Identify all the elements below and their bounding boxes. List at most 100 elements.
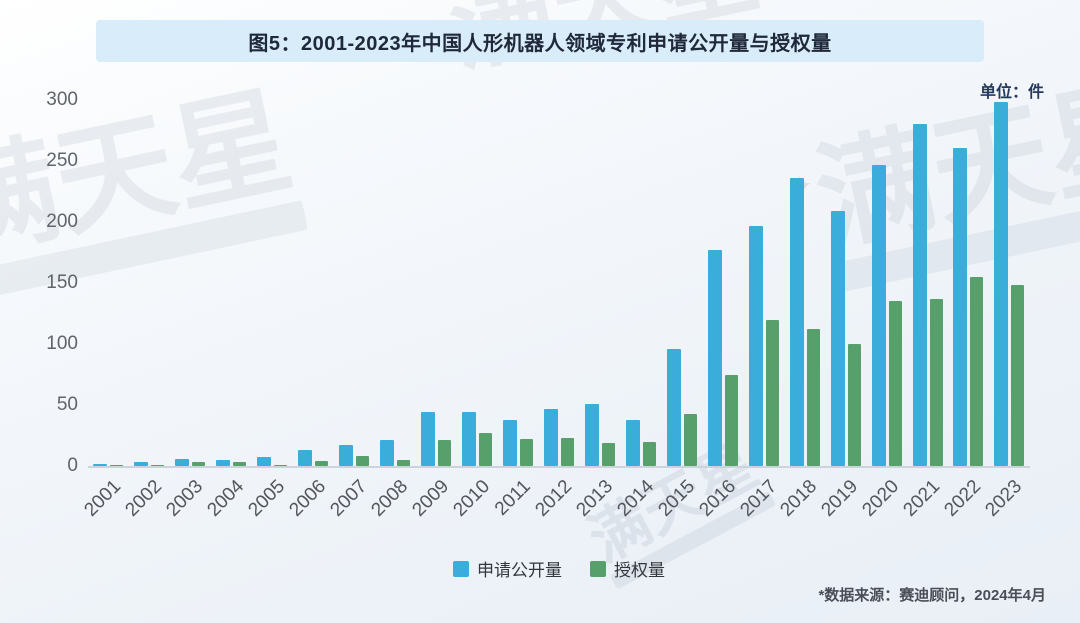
x-tick-label-2022: 2022 [940,476,986,521]
x-tick-label-2004: 2004 [203,476,249,521]
x-tick-label-2010: 2010 [449,476,494,521]
bar-applications-2002 [134,462,149,466]
bar-applications-2015 [666,348,681,466]
year-group-2018: 2018 [777,100,825,521]
bar-grants-2019 [847,344,861,466]
year-group-2019: 2019 [818,100,866,521]
chart-header: 图5：2001-2023年中国人形机器人领域专利申请公开量与授权量 [96,20,984,62]
x-tick-label-2003: 2003 [162,476,208,521]
source-note: *数据来源：赛迪顾问，2024年4月 [818,587,1046,604]
bar-grants-2002 [151,464,165,466]
bar-grants-2014 [642,441,656,466]
x-tick-label-2023: 2023 [981,476,1027,521]
bar-grants-2018 [806,329,820,466]
bar-grants-2017 [765,319,779,466]
bar-applications-2021 [912,124,927,466]
bar-applications-2007 [339,445,354,466]
bar-grants-2007 [356,456,370,466]
bar-applications-2004 [216,459,231,466]
legend-item-applications: 申请公开量 [453,556,562,581]
bar-grants-2010 [479,433,493,466]
year-group-2012: 2012 [531,100,579,521]
y-tick-label-250: 250 [46,150,78,171]
year-group-2014: 2014 [613,100,661,521]
bar-grants-2022 [970,276,984,466]
legend-label-applications: 申请公开量 [477,561,562,580]
year-group-2008: 2008 [367,100,416,521]
year-group-2003: 2003 [163,100,211,521]
y-tick-label-50: 50 [56,394,78,415]
bar-grants-2021 [929,298,943,466]
bar-applications-2017 [748,225,763,466]
legend: 申请公开量 授权量 [88,556,1030,581]
x-tick-label-2011: 2011 [491,476,535,520]
x-tick-label-2019: 2019 [817,476,863,521]
year-group-2011: 2011 [491,100,539,520]
year-group-2009: 2009 [408,100,457,521]
year-group-2017: 2017 [736,100,784,521]
y-axis: 0 50 100 150 200 250 300 [26,89,78,476]
bar-grants-2012 [560,437,574,466]
bar-applications-2019 [830,211,845,466]
legend-swatch-grants [590,560,606,577]
legend-swatch-applications [453,560,469,577]
year-group-2015: 2015 [654,100,702,521]
bar-grants-2023 [1011,285,1025,466]
year-group-2001: 2001 [81,100,129,521]
bar-applications-2023 [994,102,1009,466]
bar-grants-2001 [110,464,124,466]
bar-applications-2008 [380,440,395,466]
x-tick-label-2009: 2009 [408,476,454,521]
bar-applications-2020 [871,164,886,466]
year-group-2007: 2007 [326,100,375,521]
x-tick-label-2021: 2021 [899,476,945,521]
x-tick-label-2006: 2006 [285,476,331,521]
x-tick-label-2001: 2001 [80,476,126,521]
bar-grants-2004 [233,462,247,466]
year-group-2013: 2013 [572,100,620,521]
y-tick-label-0: 0 [67,455,78,476]
bar-grants-2011 [520,439,533,466]
bar-applications-2003 [175,458,190,466]
y-tick-label-100: 100 [46,333,78,354]
y-tick-label-200: 200 [46,211,78,232]
year-group-2016: 2016 [695,100,743,521]
bar-applications-2005 [257,457,272,466]
x-tick-label-2007: 2007 [326,476,372,521]
bar-applications-2012 [543,408,558,466]
plot-area: 2001 2002 2003 2004 2005 2006 2007 2008 2009 2010… [81,100,1030,521]
chart-title: 图5：2001-2023年中国人形机器人领域专利申请公开量与授权量 [248,32,832,55]
x-tick-label-2020: 2020 [858,476,904,521]
bar-grants-2008 [397,459,411,466]
year-group-2006: 2006 [285,100,334,521]
bar-applications-2018 [789,178,804,466]
bar-grants-2013 [601,442,615,466]
year-group-2004: 2004 [203,100,252,521]
y-tick-label-150: 150 [46,272,78,293]
bar-applications-2006 [298,450,313,466]
bar-applications-2010 [462,412,477,466]
bar-grants-2016 [724,374,738,466]
year-group-2005: 2005 [244,100,293,521]
bar-grants-2005 [274,464,288,466]
unit-label: 单位：件 [979,84,1044,101]
y-tick-label-300: 300 [46,89,78,110]
bar-applications-2014 [625,419,640,466]
bar-grants-2015 [683,413,697,466]
bar-grants-2020 [888,301,902,466]
bar-grants-2003 [192,462,206,466]
year-group-2020: 2020 [859,100,907,521]
x-tick-label-2005: 2005 [244,476,290,521]
bar-grants-2009 [438,440,452,466]
bar-grants-2006 [315,461,329,466]
legend-label-grants: 授权量 [614,561,665,580]
year-group-2022: 2022 [941,100,989,521]
year-group-2002: 2002 [122,100,170,521]
bar-applications-2011 [503,419,517,466]
year-group-2021: 2021 [900,100,948,521]
bar-applications-2022 [953,147,968,466]
bar-applications-2016 [707,250,722,466]
x-tick-label-2008: 2008 [367,476,413,521]
bar-applications-2009 [421,412,436,466]
